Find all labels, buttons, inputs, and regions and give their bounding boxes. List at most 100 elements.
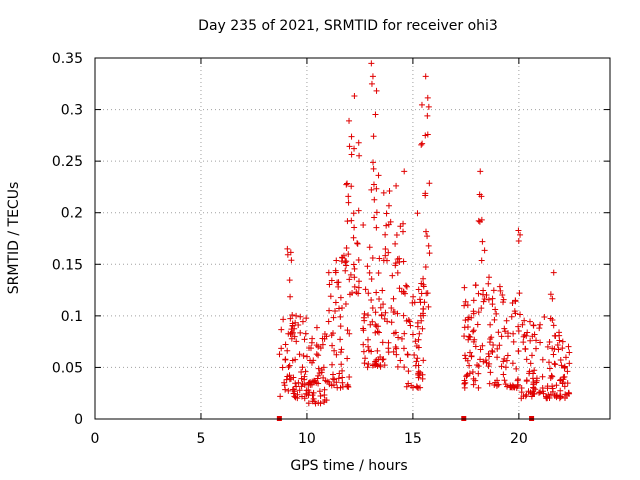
data-point [401, 168, 408, 175]
data-point [388, 305, 395, 312]
data-point [499, 291, 506, 298]
data-point [337, 336, 344, 343]
data-point [346, 330, 353, 337]
data-point [415, 384, 422, 391]
data-point [344, 381, 351, 388]
data-point [348, 133, 355, 140]
data-point [371, 214, 378, 221]
x-tick-label: 0 [91, 431, 100, 447]
data-point [555, 346, 562, 353]
data-point [333, 257, 340, 264]
data-point [530, 370, 537, 377]
data-point [332, 299, 339, 306]
data-point [325, 378, 332, 385]
data-point [360, 348, 367, 355]
data-point [339, 383, 346, 390]
data-point [278, 345, 285, 352]
data-point [282, 356, 289, 363]
data-point [351, 274, 358, 281]
data-point [464, 302, 471, 309]
data-point [347, 271, 354, 278]
data-point [331, 376, 338, 383]
data-point [475, 384, 482, 391]
data-point [559, 380, 566, 387]
data-point [380, 301, 387, 308]
data-point [321, 330, 328, 337]
data-point [521, 317, 528, 324]
plot-frame [94, 57, 611, 420]
data-point [551, 346, 558, 353]
data-point [369, 305, 376, 312]
data-point [414, 319, 421, 326]
data-point [379, 339, 386, 346]
data-point [365, 312, 372, 319]
data-point [344, 180, 351, 187]
data-point [461, 302, 468, 309]
data-point [515, 347, 522, 354]
data-point [372, 358, 379, 365]
data-point [403, 317, 410, 324]
data-point [301, 336, 308, 343]
data-point [501, 377, 508, 384]
data-point [295, 379, 302, 386]
data-point [518, 385, 525, 392]
data-point [415, 344, 422, 351]
data-point [510, 338, 517, 345]
data-point [477, 168, 484, 175]
data-point [351, 145, 358, 152]
data-point [339, 367, 346, 374]
data-point [476, 191, 483, 198]
data-point [500, 358, 507, 365]
data-point [360, 325, 367, 332]
data-point [372, 111, 379, 118]
data-point [513, 365, 520, 372]
data-point [296, 387, 303, 394]
data-point [315, 343, 322, 350]
y-tick-label: 0.2 [61, 206, 83, 222]
data-point [308, 381, 315, 388]
data-point [524, 329, 531, 336]
data-point [295, 322, 302, 329]
data-point [282, 341, 289, 348]
data-point [285, 363, 292, 370]
data-point [483, 359, 490, 366]
data-point [350, 234, 357, 241]
data-point [537, 389, 544, 396]
data-point [370, 181, 377, 188]
data-point [385, 221, 392, 228]
data-point [465, 314, 472, 321]
data-point [470, 338, 477, 345]
data-point [470, 327, 477, 334]
data-point [360, 341, 367, 348]
data-point [285, 330, 292, 337]
data-point [517, 311, 524, 318]
data-point [373, 185, 380, 192]
data-point [364, 364, 371, 371]
data-point [493, 310, 500, 317]
data-point [496, 342, 503, 349]
data-point [549, 295, 556, 302]
data-point [394, 256, 401, 263]
data-point [559, 345, 566, 352]
y-tick-label: 0.1 [61, 309, 83, 325]
data-point [531, 367, 538, 374]
data-point [287, 293, 294, 300]
data-point [373, 209, 380, 216]
data-point [385, 339, 392, 346]
data-point [382, 309, 389, 316]
data-point [461, 324, 468, 331]
data-point [478, 305, 485, 312]
data-point [339, 305, 346, 312]
data-point [292, 380, 299, 387]
y-tick-label: 0.15 [52, 257, 83, 273]
data-point [375, 323, 382, 330]
data-point [400, 220, 407, 227]
data-point [344, 218, 351, 225]
data-point [337, 294, 344, 301]
data-point [514, 377, 521, 384]
data-point [414, 210, 421, 217]
data-point [278, 326, 285, 333]
data-point [279, 364, 286, 371]
data-point [475, 363, 482, 370]
data-point [336, 305, 343, 312]
